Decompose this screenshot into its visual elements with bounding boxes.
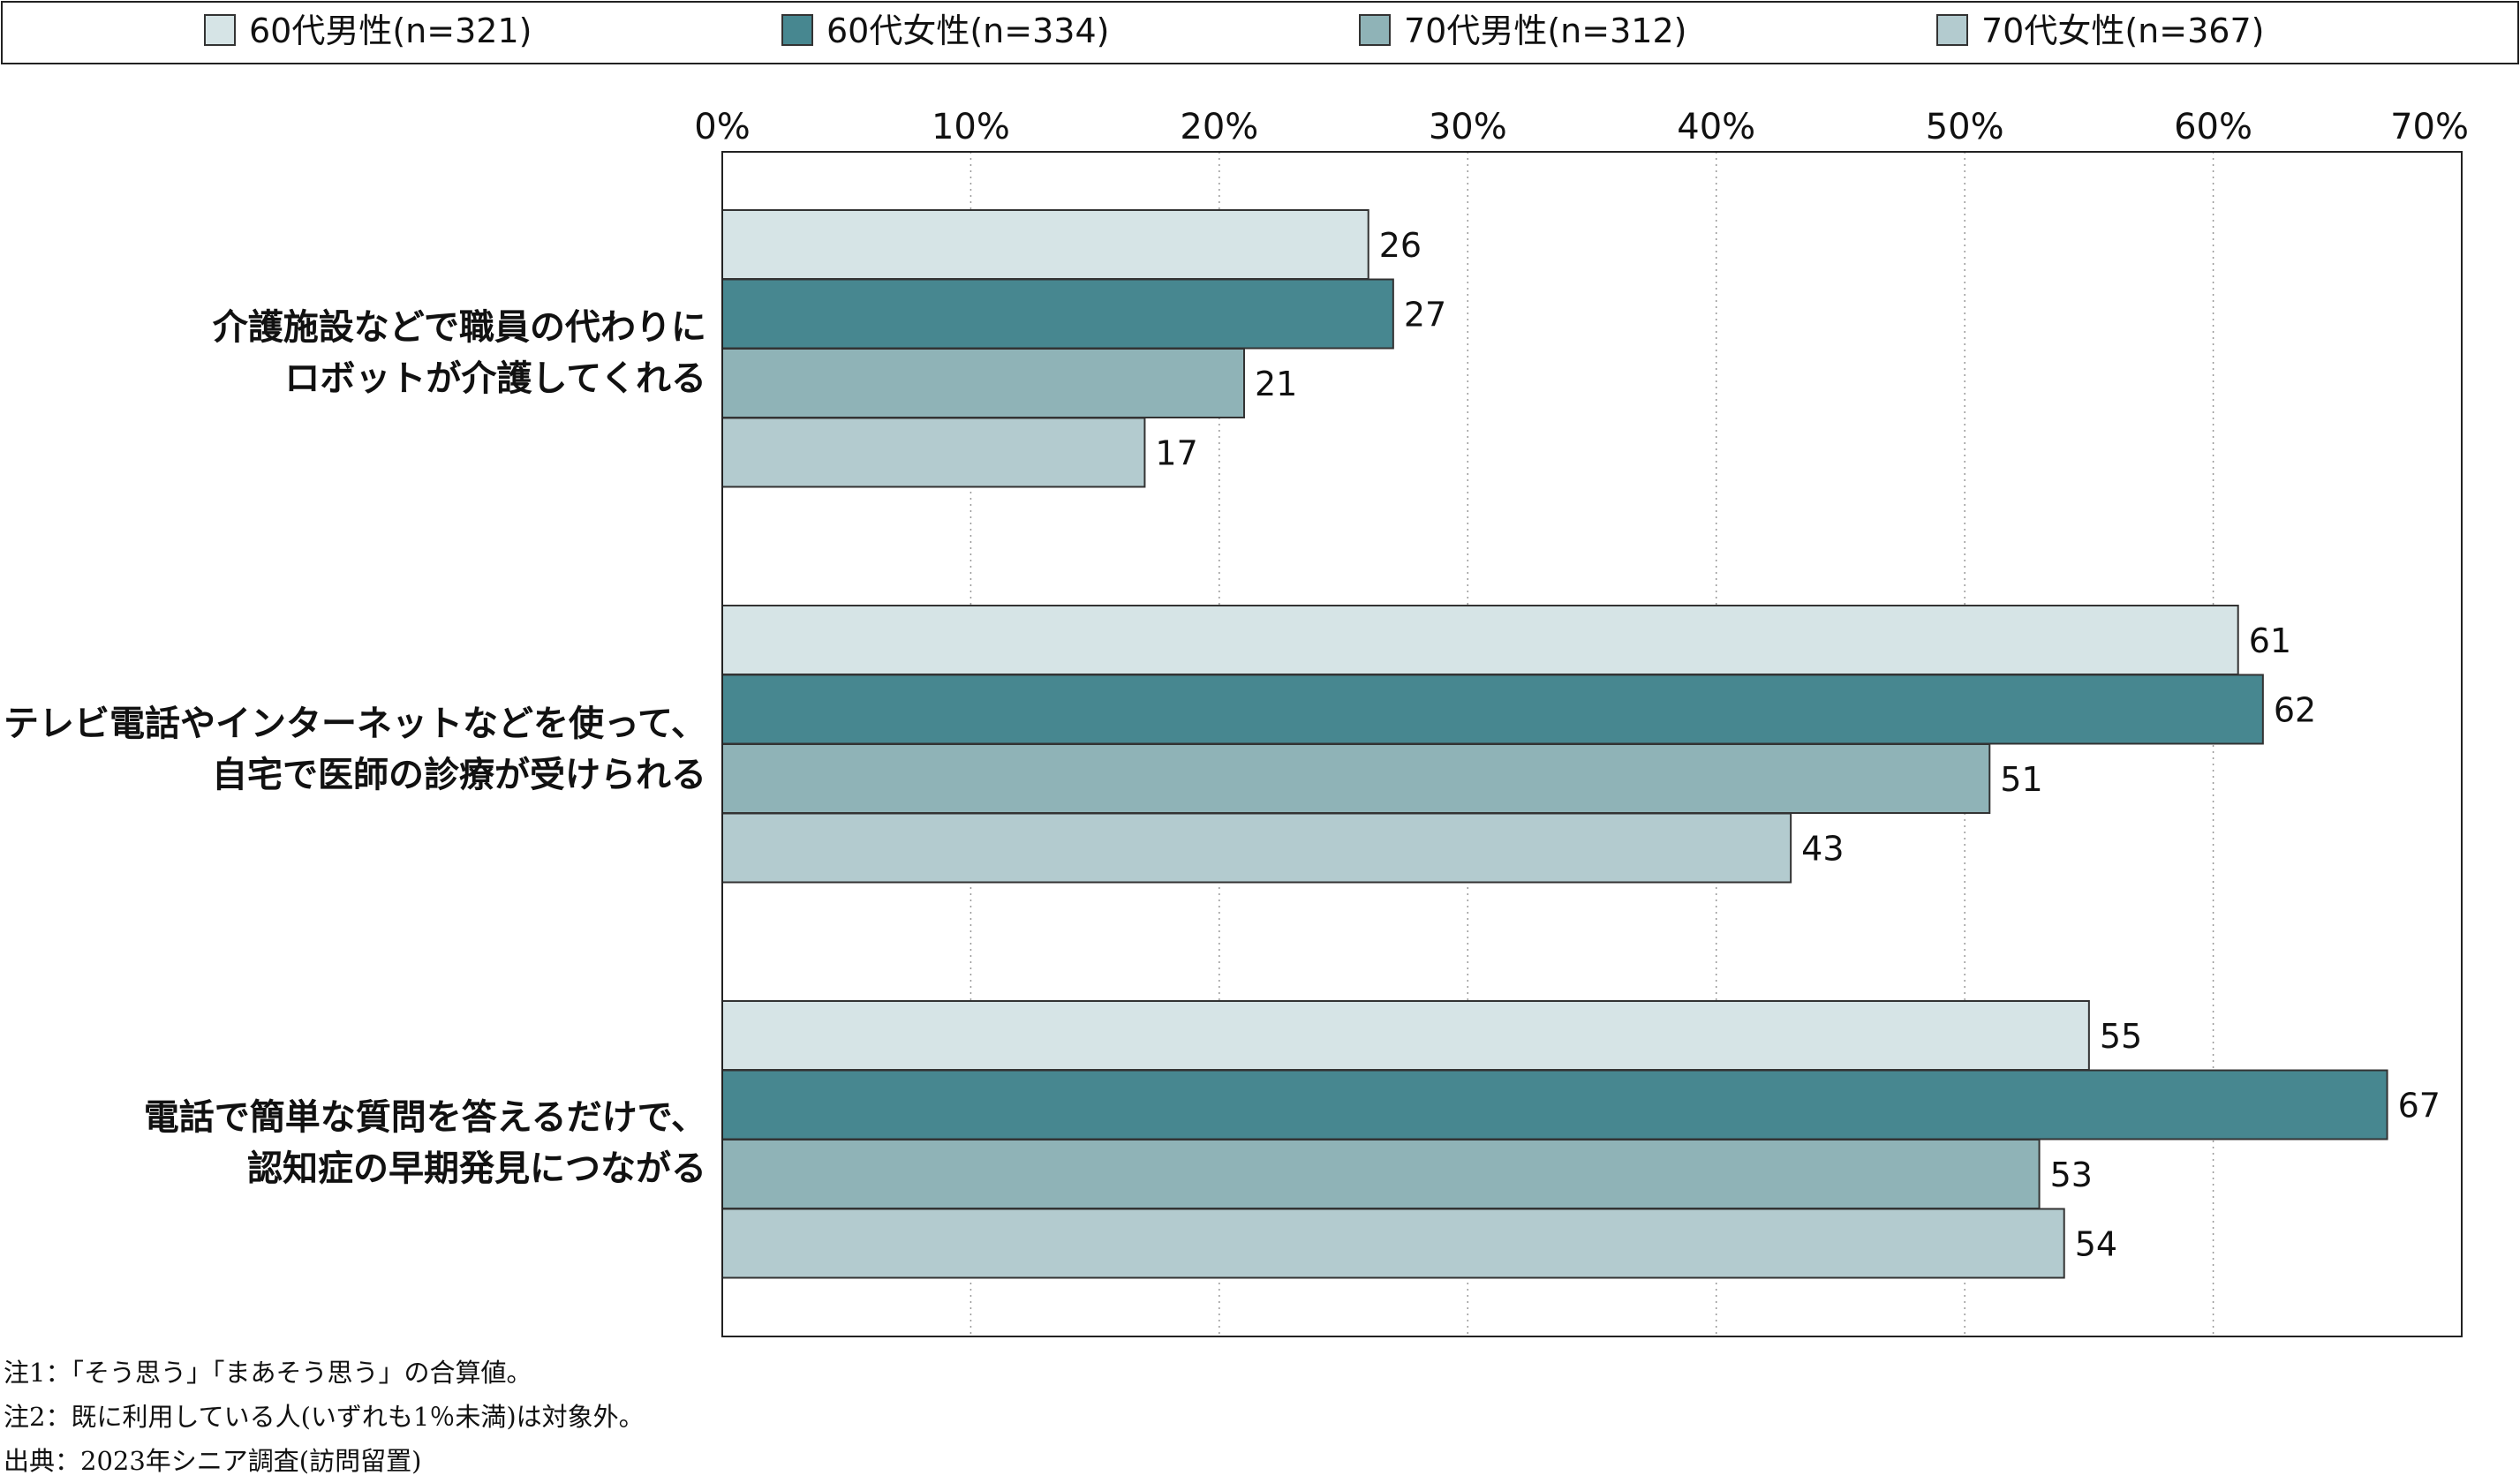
bar: [721, 278, 1394, 350]
category-label: 自宅で医師の診療が受けられる: [212, 755, 706, 795]
legend-label: 70代女性(n=367): [1981, 11, 2264, 50]
bar: [721, 1139, 2041, 1209]
bar-value-label: 26: [1379, 226, 1422, 265]
note-2: 注2：既に利用している人(いずれも1％未満)は対象外。: [4, 1402, 645, 1432]
bar-value-label: 55: [2100, 1017, 2142, 1056]
bar: [721, 348, 1245, 418]
legend: 60代男性(n=321) 60代女性(n=334) 70代男性(n=312) 70代女…: [204, 11, 2264, 50]
note-1: 注1：「そう思う」「まあそう思う」の合算値。: [4, 1358, 532, 1388]
category-labels: 介護施設などで職員の代わりにロボットが介護してくれるテレビ電話やインターネットな…: [4, 307, 706, 1189]
x-tick-label: 60%: [2174, 107, 2252, 147]
bar: [721, 209, 1369, 280]
bar: [721, 812, 1792, 884]
legend-label: 60代女性(n=334): [826, 11, 1109, 50]
x-tick-label: 70%: [2390, 107, 2469, 147]
bar: [721, 1208, 2065, 1279]
x-tick-label: 10%: [932, 107, 1010, 147]
category-label: テレビ電話やインターネットなどを使って、: [4, 704, 706, 744]
plot-frame: [721, 151, 2463, 1337]
legend-label: 70代男性(n=312): [1404, 11, 1686, 50]
x-tick-label: 30%: [1429, 107, 1507, 147]
bar: [721, 605, 2239, 675]
x-tick-label: 40%: [1677, 107, 1755, 147]
bar-value-label: 67: [2398, 1087, 2441, 1125]
bar-value-label: 17: [1155, 434, 1197, 473]
legend-swatch: [204, 14, 236, 46]
legend-box: [1, 1, 2519, 64]
legend-swatch: [1936, 14, 1968, 46]
bars: 26 27 21 17 61 62 51 43 55 67 53 54: [721, 209, 2441, 1279]
bar-value-label: 43: [1801, 830, 1844, 869]
bar-value-label: 62: [2274, 691, 2316, 730]
x-tick-label: 50%: [1926, 107, 2004, 147]
category-label: 介護施設などで職員の代わりに: [213, 307, 706, 348]
bar-value-label: 61: [2249, 621, 2291, 660]
bar-value-label: 21: [1255, 365, 1297, 403]
bar-value-label: 27: [1404, 296, 1446, 335]
legend-label: 60代男性(n=321): [249, 11, 532, 50]
x-tick-label: 0%: [694, 107, 750, 147]
bar-value-label: 54: [2075, 1225, 2117, 1264]
x-axis: 0% 10% 20% 30% 40% 50% 60% 70%: [694, 107, 2469, 147]
category-label: ロボットが介護してくれる: [284, 358, 706, 399]
bar: [721, 417, 1146, 488]
x-tick-label: 20%: [1180, 107, 1258, 147]
source-note: 出典：2023年シニア調査(訪問留置): [4, 1446, 422, 1476]
category-label: 認知症の早期発見につながる: [247, 1148, 706, 1189]
category-label: 電話で簡単な質問を答えるだけで、: [144, 1097, 706, 1138]
bar: [721, 674, 2264, 745]
bar: [721, 1069, 2388, 1140]
legend-swatch: [1359, 14, 1391, 46]
bar: [721, 1000, 2090, 1071]
bar-value-label: 51: [2000, 760, 2042, 799]
bar: [721, 743, 1991, 814]
bar-value-label: 53: [2050, 1156, 2093, 1194]
notes: 注1：「そう思う」「まあそう思う」の合算値。 注2：既に利用している人(いずれも…: [4, 1351, 1240, 1483]
legend-swatch: [781, 14, 813, 46]
